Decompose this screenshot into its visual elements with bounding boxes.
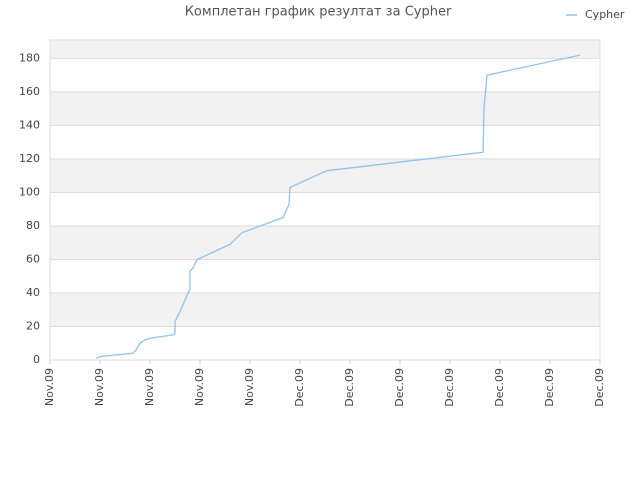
y-tick-label: 40 — [26, 286, 40, 299]
grid-band — [50, 158, 600, 193]
chart-title: Комплетан график резултат за Cypher — [185, 5, 452, 20]
x-tick-label: Dec.09 — [293, 368, 306, 407]
x-tick-label: Nov.09 — [43, 368, 56, 406]
y-tick-label: 140 — [19, 118, 40, 131]
y-tick-label: 0 — [33, 353, 40, 366]
grid-band — [50, 225, 600, 260]
x-tick-label: Nov.09 — [93, 368, 106, 406]
x-tick-label: Dec.09 — [443, 368, 456, 407]
y-tick-label: 60 — [26, 252, 40, 265]
x-tick-label: Dec.09 — [593, 368, 606, 407]
y-tick-label: 20 — [26, 319, 40, 332]
plot-frame — [49, 39, 601, 361]
y-tick-label: 120 — [19, 152, 40, 165]
grid-band — [50, 91, 600, 126]
grid-band — [50, 40, 600, 59]
y-tick-label: 100 — [19, 185, 40, 198]
x-tick-label: Nov.09 — [143, 368, 156, 406]
legend-label: Cypher — [585, 8, 625, 21]
x-tick-label: Nov.09 — [193, 368, 206, 406]
grid-band — [50, 292, 600, 327]
data-line — [95, 54, 581, 359]
x-tick-label: Dec.09 — [393, 368, 406, 407]
y-tick-label: 160 — [19, 85, 40, 98]
x-tick-label: Dec.09 — [543, 368, 556, 407]
y-tick-label: 80 — [26, 219, 40, 232]
x-tick-label: Dec.09 — [343, 368, 356, 407]
x-tick-label: Nov.09 — [243, 368, 256, 406]
x-tick-label: Dec.09 — [493, 368, 506, 407]
y-tick-label: 180 — [19, 51, 40, 64]
